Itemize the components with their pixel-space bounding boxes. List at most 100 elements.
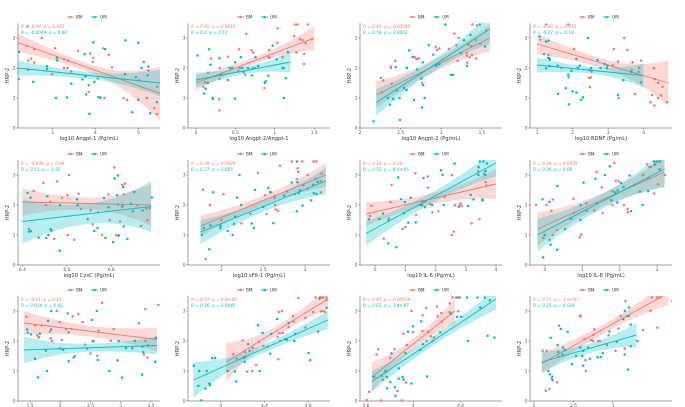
y-axis-title: HRP-2 bbox=[175, 341, 181, 356]
point-um bbox=[155, 100, 159, 104]
point-um bbox=[58, 203, 62, 207]
point-um bbox=[398, 118, 402, 122]
point-um bbox=[627, 314, 631, 318]
point-bm bbox=[71, 315, 74, 318]
chart-panel-2: BM UM 0 1 2 3 0 0.5 1 1.5 HRP-2 log10 Angpt-2/Angpt… bbox=[175, 15, 330, 142]
x-tick-label: 1 bbox=[581, 267, 584, 273]
legend-marker-um bbox=[263, 152, 266, 156]
y-tick-label: 2 bbox=[183, 66, 186, 72]
point-um bbox=[557, 350, 560, 354]
y-axis-title: HRP-2 bbox=[175, 68, 181, 83]
fit-line-um bbox=[24, 345, 157, 351]
point-bm bbox=[389, 200, 392, 204]
point-bm bbox=[617, 180, 621, 183]
point-bm bbox=[426, 186, 430, 189]
x-tick-label: 4 bbox=[219, 403, 222, 407]
ci-band-bm bbox=[200, 163, 326, 237]
point-um bbox=[405, 66, 409, 69]
point-um bbox=[579, 203, 582, 207]
point-um bbox=[239, 55, 243, 59]
point-um bbox=[402, 378, 405, 381]
point-um bbox=[401, 375, 404, 379]
point-um bbox=[462, 38, 466, 42]
point-um bbox=[389, 380, 392, 384]
point-bm bbox=[471, 23, 474, 26]
point-bm bbox=[593, 209, 596, 212]
point-um bbox=[561, 346, 565, 349]
y-tick-label: 3 bbox=[183, 173, 186, 179]
point-bm bbox=[607, 333, 610, 337]
point-bm bbox=[413, 55, 416, 59]
point-bm bbox=[107, 53, 110, 57]
x-tick-label: 4 bbox=[94, 130, 97, 136]
point-bm bbox=[250, 48, 253, 52]
point-bm bbox=[424, 306, 428, 310]
legend: BM UM bbox=[409, 288, 449, 293]
point-bm bbox=[402, 332, 405, 335]
point-um bbox=[200, 399, 203, 401]
point-um bbox=[425, 375, 429, 378]
point-um bbox=[574, 354, 578, 358]
point-um bbox=[256, 64, 260, 68]
point-bm bbox=[243, 73, 247, 76]
point-bm bbox=[32, 61, 36, 64]
point-bm bbox=[613, 161, 616, 165]
chart-panel-7: BM UM 0 1 2 3 0 1 2 3 4 HRP-2 log10 IL-6 (Pg/mL) R = … bbox=[347, 152, 502, 279]
point-um bbox=[140, 66, 143, 70]
x-tick-label: 2 bbox=[220, 267, 223, 273]
point-bm bbox=[48, 330, 52, 333]
point-um bbox=[601, 351, 604, 355]
point-um bbox=[582, 364, 585, 367]
point-bm bbox=[118, 220, 122, 223]
point-bm bbox=[108, 218, 112, 222]
point-bm bbox=[417, 57, 420, 60]
point-bm bbox=[649, 101, 652, 104]
point-bm bbox=[276, 27, 280, 30]
point-um bbox=[122, 225, 125, 228]
point-um bbox=[435, 64, 438, 68]
point-um bbox=[207, 48, 211, 51]
ci-band-bm bbox=[226, 296, 328, 382]
point-bm bbox=[460, 204, 463, 208]
x-tick-label: 4.8 bbox=[305, 403, 312, 407]
legend: BM UM bbox=[237, 152, 277, 157]
point-bm bbox=[278, 164, 282, 167]
point-bm bbox=[593, 328, 596, 331]
y-tick-label: 0 bbox=[525, 399, 528, 405]
point-bm bbox=[91, 60, 94, 64]
point-um bbox=[97, 95, 100, 99]
point-um bbox=[381, 212, 385, 215]
point-um bbox=[50, 229, 53, 232]
point-bm bbox=[146, 356, 149, 359]
point-bm bbox=[454, 204, 457, 207]
point-bm bbox=[277, 310, 281, 314]
point-bm bbox=[312, 160, 315, 163]
point-bm bbox=[458, 296, 462, 299]
point-um bbox=[208, 382, 211, 385]
legend-marker-bm bbox=[69, 15, 72, 19]
ci-band-um bbox=[195, 51, 291, 88]
point-um bbox=[456, 296, 460, 299]
point-bm bbox=[534, 203, 538, 207]
point-bm bbox=[585, 202, 588, 205]
point-um bbox=[594, 177, 597, 180]
point-bm bbox=[202, 85, 205, 88]
x-tick-label: 2 bbox=[571, 130, 574, 136]
point-bm bbox=[450, 173, 454, 177]
point-um bbox=[208, 248, 211, 251]
point-bm bbox=[465, 51, 468, 55]
point-um bbox=[37, 236, 40, 239]
point-bm bbox=[584, 369, 588, 373]
y-tick-label: 1 bbox=[183, 233, 186, 239]
point-bm bbox=[139, 224, 143, 228]
point-bm bbox=[663, 173, 667, 177]
x-tick-label: 2.5 bbox=[260, 267, 267, 273]
point-um bbox=[120, 376, 124, 379]
legend-label-um: UM bbox=[612, 15, 619, 20]
point-bm bbox=[36, 334, 39, 337]
ci-band-bm bbox=[22, 184, 152, 226]
point-bm bbox=[96, 354, 99, 358]
y-tick-label: 0 bbox=[525, 126, 528, 132]
point-um bbox=[116, 359, 119, 362]
point-bm bbox=[641, 173, 645, 177]
